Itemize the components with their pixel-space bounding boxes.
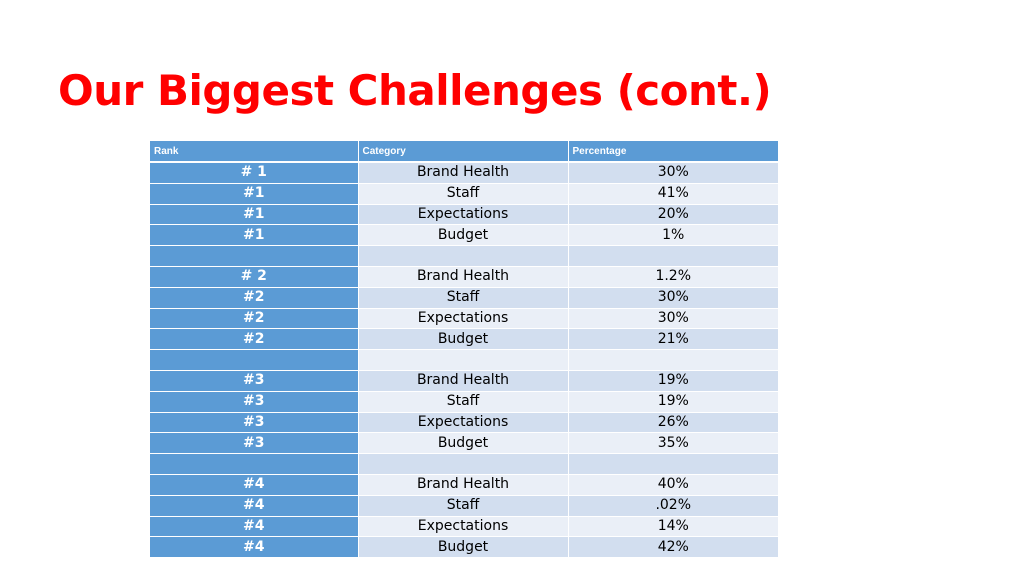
header-rank: Rank	[150, 141, 359, 163]
category-cell	[358, 349, 569, 371]
rank-cell: #2	[150, 308, 359, 330]
challenges-table: Rank Category Percentage # 1 Brand Health…	[150, 141, 778, 559]
rank-cell: #3	[150, 391, 359, 413]
table-row: #1 Expectations 20%	[150, 204, 778, 226]
table-row: #1 Staff 41%	[150, 183, 778, 205]
table-row: #1 Budget 1%	[150, 224, 778, 247]
rank-cell: #4	[150, 516, 359, 538]
percentage-cell: 19%	[568, 391, 778, 413]
category-cell: Staff	[358, 391, 569, 413]
category-cell: Budget	[358, 224, 569, 247]
percentage-cell: 1%	[568, 224, 778, 247]
category-cell: Brand Health	[358, 474, 569, 496]
category-cell: Budget	[358, 432, 569, 455]
rank-cell: #2	[150, 287, 359, 309]
rank-cell	[150, 349, 359, 371]
table-row	[150, 349, 778, 371]
rank-cell: #3	[150, 370, 359, 392]
percentage-cell: 30%	[568, 308, 778, 330]
table-row: #3 Expectations 26%	[150, 412, 778, 434]
rank-cell: # 2	[150, 266, 359, 288]
category-cell: Expectations	[358, 516, 569, 538]
percentage-cell: 42%	[568, 536, 778, 559]
percentage-cell: 41%	[568, 183, 778, 205]
table-row	[150, 453, 778, 475]
table-body: # 1 Brand Health 30% #1 Staff 41% #1 Expectatio…	[150, 162, 778, 559]
table-row: #4 Expectations 14%	[150, 516, 778, 538]
percentage-cell: 30%	[568, 287, 778, 309]
category-cell: Brand Health	[358, 370, 569, 392]
category-cell: Expectations	[358, 308, 569, 330]
percentage-cell: 1.2%	[568, 266, 778, 288]
rank-cell: #4	[150, 536, 359, 559]
percentage-cell: 30%	[568, 162, 778, 184]
category-cell: Staff	[358, 287, 569, 309]
category-cell: Staff	[358, 183, 569, 205]
slide-title: Our Biggest Challenges (cont.)	[58, 66, 772, 115]
rank-cell: #1	[150, 204, 359, 226]
percentage-cell	[568, 453, 778, 475]
header-percentage: Percentage	[568, 141, 778, 163]
table-row: # 2 Brand Health 1.2%	[150, 266, 778, 288]
table-row: #4 Budget 42%	[150, 536, 778, 559]
percentage-cell: 21%	[568, 328, 778, 351]
table-row	[150, 245, 778, 267]
table-row: #4 Staff .02%	[150, 495, 778, 517]
table-row: #2 Expectations 30%	[150, 308, 778, 330]
category-cell: Brand Health	[358, 266, 569, 288]
percentage-cell	[568, 349, 778, 371]
category-cell: Budget	[358, 328, 569, 351]
percentage-cell: 14%	[568, 516, 778, 538]
rank-cell: #1	[150, 183, 359, 205]
percentage-cell: 40%	[568, 474, 778, 496]
percentage-cell: .02%	[568, 495, 778, 517]
table-row: # 1 Brand Health 30%	[150, 162, 778, 184]
rank-cell: #3	[150, 432, 359, 455]
rank-cell: # 1	[150, 162, 359, 184]
table-row: #3 Brand Health 19%	[150, 370, 778, 392]
rank-cell	[150, 245, 359, 267]
category-cell: Expectations	[358, 204, 569, 226]
percentage-cell: 19%	[568, 370, 778, 392]
rank-cell: #2	[150, 328, 359, 351]
rank-cell: #4	[150, 495, 359, 517]
rank-cell: #1	[150, 224, 359, 247]
table-header-row: Rank Category Percentage	[150, 141, 778, 163]
table-row: #4 Brand Health 40%	[150, 474, 778, 496]
rank-cell	[150, 453, 359, 475]
table-row: #2 Staff 30%	[150, 287, 778, 309]
rank-cell: #4	[150, 474, 359, 496]
rank-cell: #3	[150, 412, 359, 434]
table-row: #3 Staff 19%	[150, 391, 778, 413]
header-category: Category	[358, 141, 569, 163]
category-cell: Expectations	[358, 412, 569, 434]
percentage-cell: 26%	[568, 412, 778, 434]
category-cell: Brand Health	[358, 162, 569, 184]
category-cell	[358, 453, 569, 475]
table-row: #3 Budget 35%	[150, 432, 778, 455]
percentage-cell: 20%	[568, 204, 778, 226]
percentage-cell: 35%	[568, 432, 778, 455]
percentage-cell	[568, 245, 778, 267]
category-cell: Staff	[358, 495, 569, 517]
table-row: #2 Budget 21%	[150, 328, 778, 351]
category-cell	[358, 245, 569, 267]
category-cell: Budget	[358, 536, 569, 559]
